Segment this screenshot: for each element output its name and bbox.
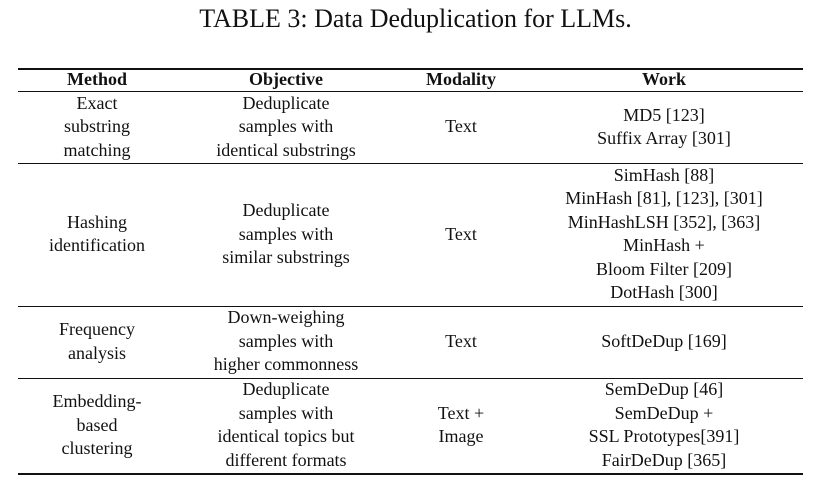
cell-line: Frequency bbox=[59, 319, 135, 339]
rule bbox=[18, 305, 803, 307]
rule bbox=[18, 68, 803, 70]
cell-line: MD5 [123] bbox=[623, 104, 705, 125]
cell-line: MinHash [81], [123], [301] bbox=[565, 188, 763, 209]
cell-line: samples with bbox=[238, 116, 334, 137]
cell-line: Deduplicate bbox=[242, 200, 330, 220]
cell-line: Text + bbox=[437, 402, 485, 423]
cell-line: Deduplicate bbox=[242, 92, 330, 113]
cell-line: different formats bbox=[225, 449, 347, 470]
cell-line: SoftDeDup [169] bbox=[601, 330, 727, 351]
cell-line: MinHash + bbox=[623, 235, 705, 256]
rule bbox=[18, 377, 803, 379]
column-header: Work bbox=[641, 69, 687, 89]
cell-line: identical substrings bbox=[216, 139, 356, 160]
cell-line: analysis bbox=[68, 342, 126, 363]
cell-line: SimHash [88] bbox=[613, 164, 715, 185]
cell-line: Deduplicate bbox=[242, 379, 330, 400]
cell-line: samples with bbox=[238, 402, 334, 423]
cell-line: Bloom Filter [209] bbox=[596, 258, 732, 279]
cell-line: similar substrings bbox=[222, 247, 350, 267]
cell-line: Text bbox=[445, 223, 477, 244]
cell-line: Suffix Array [301] bbox=[597, 128, 731, 148]
cell-line: Down-weighing bbox=[227, 307, 345, 328]
cell-line: SemDeDup + bbox=[614, 402, 714, 423]
cell-line: samples with bbox=[238, 223, 334, 244]
cell-line: SSL Prototypes[391] bbox=[588, 426, 740, 447]
cell-line: clustering bbox=[61, 438, 133, 458]
rule bbox=[18, 163, 803, 164]
table-title: TABLE 3: Data Deduplication for LLMs. bbox=[199, 4, 632, 33]
cell-line: Exact bbox=[76, 92, 118, 113]
cell-line: matching bbox=[63, 139, 131, 160]
cell-line: substring bbox=[63, 116, 131, 137]
cell-line: Text bbox=[445, 330, 477, 351]
column-header: Modality bbox=[426, 69, 496, 89]
cell-line: Embedding- bbox=[52, 391, 142, 411]
cell-line: identification bbox=[49, 235, 145, 256]
cell-line: DotHash [300] bbox=[610, 282, 718, 303]
cell-line: samples with bbox=[238, 330, 334, 351]
rule bbox=[18, 473, 803, 475]
cell-line: MinHashLSH [352], [363] bbox=[567, 211, 761, 232]
column-header: Method bbox=[67, 69, 127, 89]
cell-line: higher commonness bbox=[213, 354, 359, 375]
cell-line: identical topics but bbox=[217, 426, 355, 447]
column-header: Objective bbox=[249, 69, 323, 89]
cell-line: SemDeDup [46] bbox=[604, 379, 724, 400]
cell-line: FairDeDup [365] bbox=[601, 449, 727, 470]
cell-line: based bbox=[76, 414, 118, 435]
cell-line: Image bbox=[438, 426, 484, 447]
cell-line: Text bbox=[445, 116, 477, 137]
rule bbox=[18, 91, 803, 92]
cell-line: Hashing bbox=[67, 211, 127, 232]
